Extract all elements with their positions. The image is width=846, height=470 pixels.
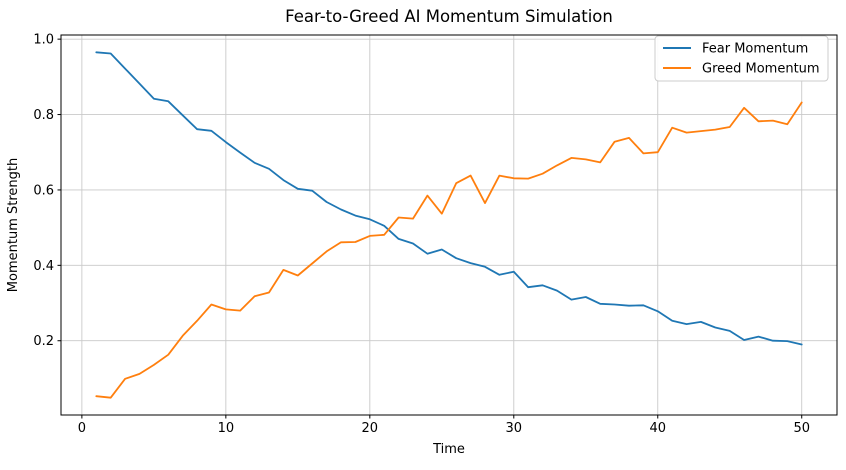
y-tick-label: 0.6 [33,183,54,198]
y-tick-label: 0.2 [33,334,54,349]
tick-marks [57,38,803,419]
legend-box [654,35,829,82]
x-tick-label: 10 [218,421,235,436]
y-axis-label: Momentum Strength [6,158,21,292]
series [95,51,803,399]
chart-title: Fear-to-Greed AI Momentum Simulation [285,7,613,26]
x-tick-label: 30 [506,421,523,436]
legend-label-fear: Fear Momentum [702,42,808,57]
x-tick-label: 40 [649,421,666,436]
x-tick-label: 50 [793,421,810,436]
x-tick-label: 0 [78,421,86,436]
greed-momentum-line [95,101,803,399]
y-tick-label: 1.0 [33,33,54,48]
y-tick-label: 0.8 [33,108,54,123]
tick-labels: 0 10 20 30 40 50 0.2 0.4 0.6 0.8 1.0 [33,33,810,436]
x-tick-label: 20 [362,421,379,436]
y-tick-label: 0.4 [33,259,54,274]
legend: Fear Momentum Greed Momentum [654,35,829,82]
axes-spines [60,34,838,416]
grid [61,35,837,415]
x-axis-label: Time [432,442,465,457]
legend-label-greed: Greed Momentum [702,62,820,77]
fear-momentum-line [95,51,803,346]
